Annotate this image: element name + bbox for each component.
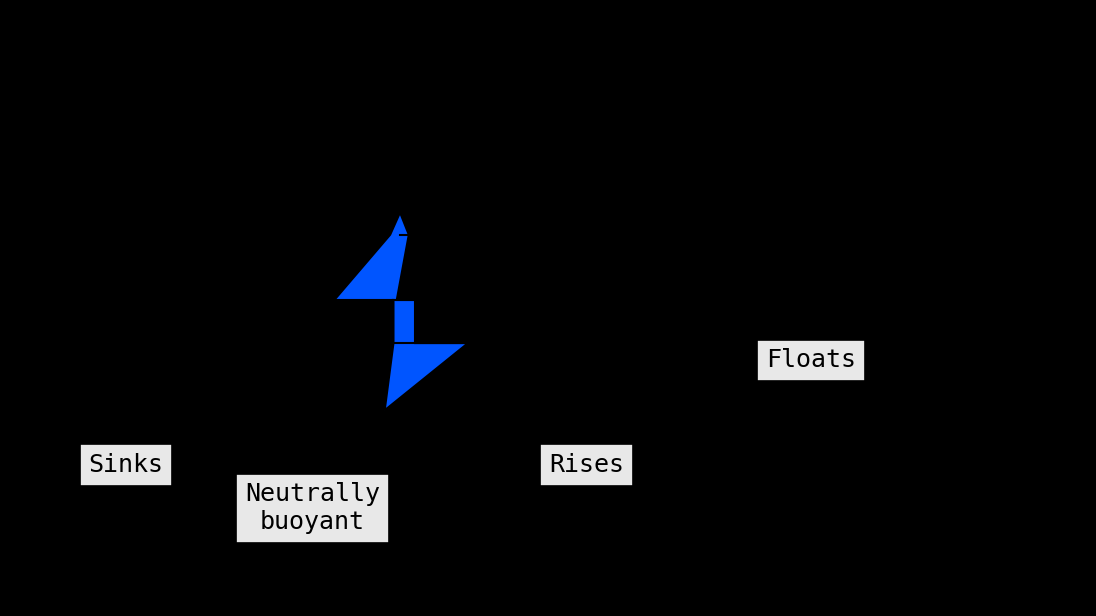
Text: Rises: Rises: [549, 453, 624, 477]
Text: Sinks: Sinks: [89, 453, 163, 477]
Polygon shape: [334, 213, 468, 410]
Text: Neutrally
buoyant: Neutrally buoyant: [244, 482, 380, 534]
Text: Floats: Floats: [766, 349, 856, 372]
